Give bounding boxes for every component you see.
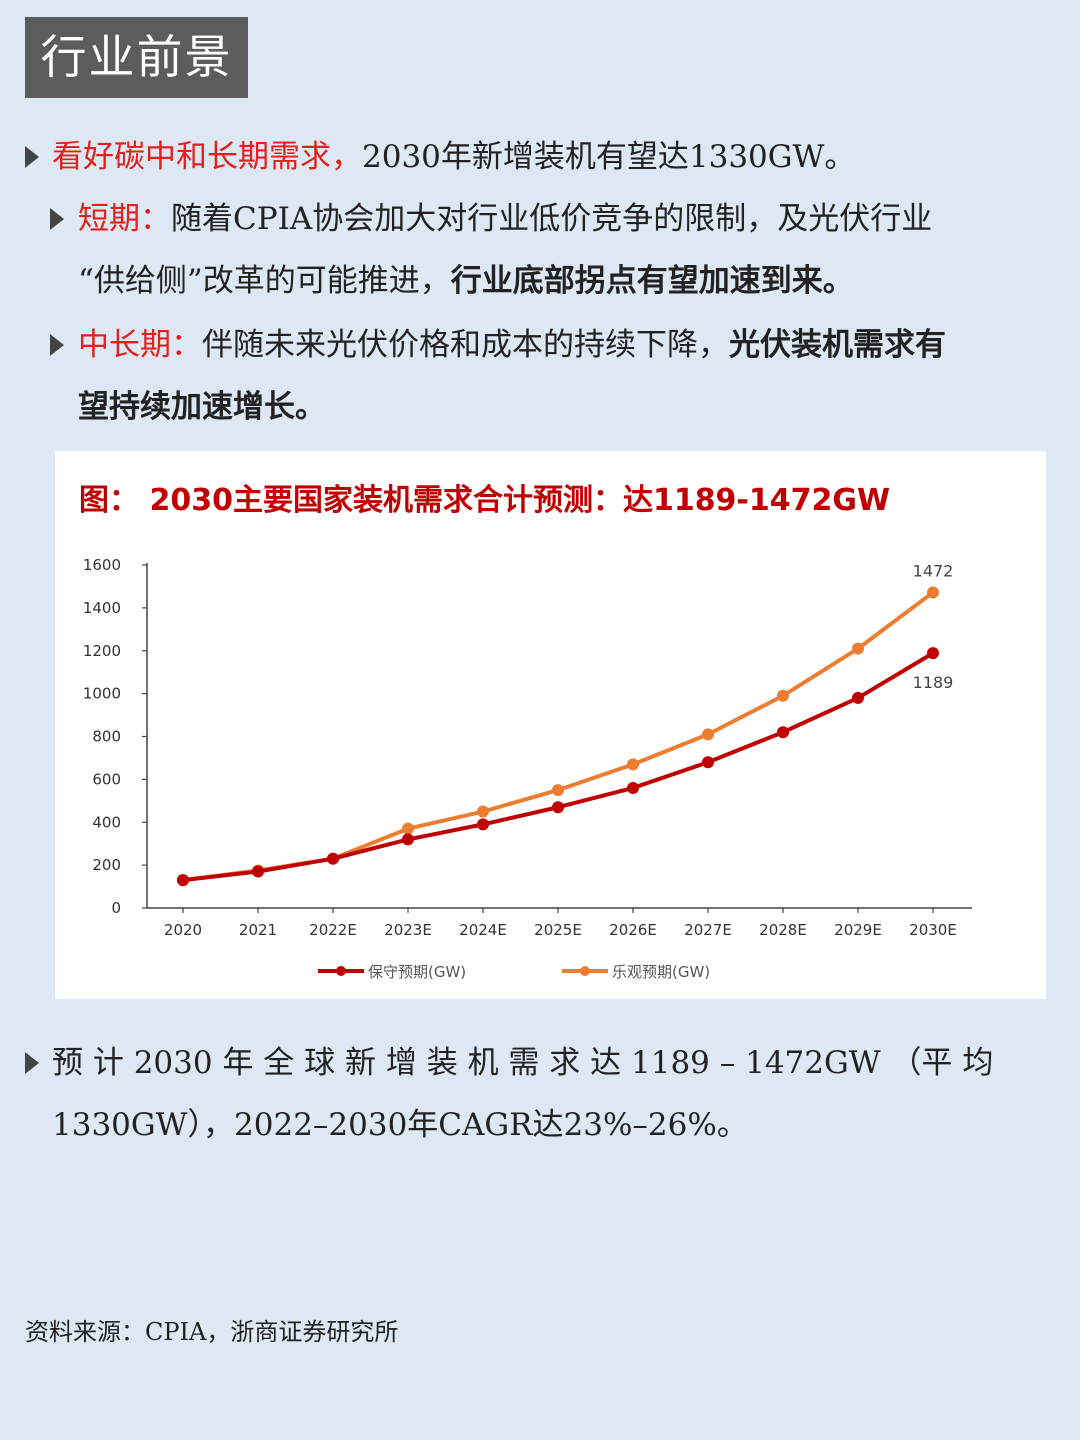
data-label: 1189 xyxy=(913,673,954,692)
bullet-2-emphasis: 行业底部拐点有望加速到来。 xyxy=(450,263,854,299)
bullet-marker-icon xyxy=(25,146,39,168)
data-point xyxy=(477,818,489,831)
x-tick-label: 2029E xyxy=(834,921,882,939)
data-point xyxy=(627,758,639,771)
bullet-3-emphasis: 光伏装机需求有 xyxy=(729,327,946,363)
chart-panel: 图： 2030主要国家装机需求合计预测：达1189-1472GW 0 200 400… xyxy=(55,451,1046,999)
bullet-marker-icon xyxy=(50,208,64,230)
data-point xyxy=(552,784,564,797)
series-line-conservative xyxy=(182,651,935,883)
data-point xyxy=(777,726,789,739)
x-tick-label: 2028E xyxy=(759,921,807,939)
bullet-4-line2: 1330GW），2022–2030年CAGR达23%–26%。 xyxy=(52,1107,748,1143)
x-tick-label: 2030E xyxy=(909,921,957,939)
bullet-1: 看好碳中和长期需求，2030年新增装机有望达1330GW。 xyxy=(52,126,855,188)
legend-label: 保守预期(GW) xyxy=(368,963,466,981)
x-tick-label: 2023E xyxy=(384,921,432,939)
data-point xyxy=(477,805,489,818)
line-chart: 0 200 400 600 800 1000 1200 1400 1600 2020 2021 202… xyxy=(83,556,972,981)
bullet-2-line1: 随着CPIA协会加大对行业低价竞争的限制，及光伏行业 xyxy=(171,201,933,237)
x-tick-label: 2021 xyxy=(239,921,277,939)
y-tick-label: 400 xyxy=(92,813,121,831)
x-tick-label: 2020 xyxy=(164,921,202,939)
y-tick-label: 0 xyxy=(111,899,121,917)
data-label: 1472 xyxy=(913,561,954,580)
data-point xyxy=(327,852,339,865)
section-title: 行业前景 xyxy=(25,17,248,98)
data-point xyxy=(552,801,564,814)
data-point xyxy=(177,874,189,887)
legend-marker xyxy=(336,966,346,976)
data-point xyxy=(402,833,414,846)
bullet-3-line1: 伴随未来光伏价格和成本的持续下降， xyxy=(202,327,729,363)
data-point xyxy=(852,642,864,655)
x-tick-label: 2026E xyxy=(609,921,657,939)
chart-title: 图： 2030主要国家装机需求合计预测：达1189-1472GW xyxy=(79,483,891,518)
x-tick-label: 2024E xyxy=(459,921,507,939)
bullet-2: 短期：随着CPIA协会加大对行业低价竞争的限制，及光伏行业 “供给侧”改革的可能… xyxy=(78,188,1063,312)
bullet-3-line2: 望持续加速增长。 xyxy=(78,389,326,425)
data-point xyxy=(627,781,639,794)
bullet-2-label: 短期： xyxy=(78,201,171,237)
bullet-3-label: 中长期： xyxy=(78,327,202,363)
data-point xyxy=(702,728,714,741)
y-tick-label: 200 xyxy=(92,856,121,874)
data-point xyxy=(702,756,714,769)
data-point xyxy=(402,822,414,835)
y-tick-label: 800 xyxy=(92,728,121,746)
x-tick-label: 2027E xyxy=(684,921,732,939)
data-point xyxy=(927,586,939,599)
data-point xyxy=(852,691,864,704)
legend-label: 乐观预期(GW) xyxy=(612,963,710,981)
bullet-4: 预 计 2030 年 全 球 新 增 装 机 需 求 达 1189 – 1472… xyxy=(52,1032,1052,1156)
bullet-1-highlight: 看好碳中和长期需求， xyxy=(52,139,362,175)
y-tick-label: 1200 xyxy=(83,642,121,660)
source-note: 资料来源：CPIA，浙商证券研究所 xyxy=(25,1318,399,1346)
series-line-optimistic xyxy=(182,590,935,883)
legend-marker xyxy=(580,966,590,976)
bullet-marker-icon xyxy=(25,1052,39,1074)
x-tick-label: 2025E xyxy=(534,921,582,939)
bullet-marker-icon xyxy=(50,334,64,356)
y-tick-label: 1400 xyxy=(83,599,121,617)
y-tick-label: 1600 xyxy=(83,556,121,574)
y-tick-label: 600 xyxy=(92,770,121,788)
bullet-1-text: 2030年新增装机有望达1330GW。 xyxy=(362,139,856,175)
data-point xyxy=(252,865,264,878)
x-tick-label: 2022E xyxy=(309,921,357,939)
data-point xyxy=(777,689,789,702)
data-point xyxy=(927,647,939,660)
bullet-2-line2: “供给侧”改革的可能推进， xyxy=(78,263,451,299)
bullet-4-line1: 预 计 2030 年 全 球 新 增 装 机 需 求 达 1189 – 1472… xyxy=(52,1045,994,1081)
y-tick-label: 1000 xyxy=(83,685,121,703)
bullet-3: 中长期：伴随未来光伏价格和成本的持续下降，光伏装机需求有 望持续加速增长。 xyxy=(78,314,1063,438)
